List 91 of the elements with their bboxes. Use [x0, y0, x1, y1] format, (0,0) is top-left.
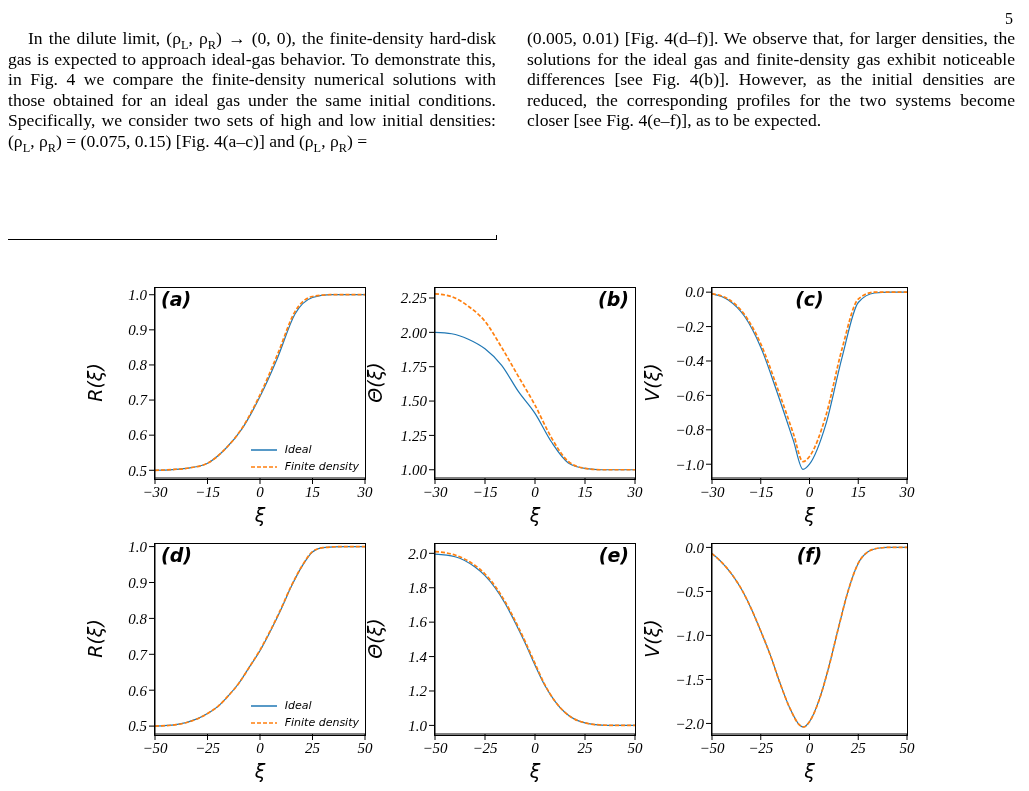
x-tick-label: 0: [531, 739, 540, 756]
legend-label: Ideal: [284, 698, 312, 714]
y-axis-title: R(ξ): [84, 619, 106, 658]
y-tick-label: 1.00: [400, 462, 428, 479]
y-tick-label: 1.2: [408, 683, 428, 700]
y-tick-label: 1.4: [408, 648, 428, 665]
x-tick-label: −50: [422, 739, 449, 756]
x-tick-label: −50: [699, 739, 726, 756]
y-axis-title: V(ξ): [641, 619, 663, 658]
x-tick-label: 50: [357, 739, 373, 756]
x-tick-label: 30: [356, 483, 373, 500]
x-tick-label: −30: [422, 483, 449, 500]
x-tick-label: 25: [305, 739, 321, 756]
y-tick-label: 0.0: [685, 539, 705, 556]
x-tick-label: 50: [627, 739, 643, 756]
x-axis-title: ξ: [803, 504, 816, 526]
legend-label: Finite density: [284, 459, 359, 475]
x-axis-title: ξ: [253, 504, 266, 526]
x-tick-label: 0: [805, 483, 814, 500]
y-tick-label: −0.4: [675, 353, 705, 370]
y-tick-label: −0.2: [675, 318, 705, 335]
y-tick-label: 0.5: [128, 462, 148, 479]
y-tick-label: 2.25: [400, 290, 428, 307]
y-tick-label: 0.8: [128, 610, 148, 627]
text: (0.005, 0.01) [Fig. 4(d–f)]. We observe that, for larger densities, the solutions for the ideal gas and finite-density gas exhibit noticeable differences [see Fig. 4(b)]. However, as the initial densities are reduced, the corresponding profiles for the two systems become closer [see Fig. 4(e–f)], as to be expected.: [527, 28, 1015, 131]
y-tick-label: −2.0: [675, 715, 705, 732]
y-tick-label: 0.5: [128, 718, 148, 735]
x-axis-title: ξ: [803, 760, 816, 782]
chart-title: (d): [161, 544, 192, 566]
y-tick-label: 1.0: [128, 287, 148, 304]
chart-title: (a): [161, 288, 192, 310]
y-axis-title: R(ξ): [84, 363, 106, 402]
y-tick-label: 1.25: [400, 427, 428, 444]
y-axis-title: Θ(ξ): [364, 362, 386, 403]
x-tick-label: −25: [748, 739, 774, 756]
x-tick-label: −50: [142, 739, 169, 756]
x-tick-label: 15: [305, 483, 321, 500]
y-tick-label: −0.6: [675, 387, 705, 404]
y-tick-label: 1.8: [408, 580, 428, 597]
x-tick-label: −25: [472, 739, 499, 756]
y-tick-label: 0.8: [128, 357, 148, 374]
x-tick-label: 50: [899, 739, 915, 756]
legend-label: Finite density: [284, 715, 359, 731]
x-tick-label: 15: [577, 483, 593, 500]
y-tick-label: 1.0: [128, 538, 148, 555]
x-axis-title: ξ: [528, 760, 541, 782]
y-tick-label: 1.75: [400, 359, 428, 376]
y-axis-title: Θ(ξ): [364, 618, 386, 659]
x-tick-label: −15: [472, 483, 499, 500]
y-tick-label: −1.0: [675, 627, 705, 644]
chart-title: (e): [598, 544, 629, 566]
y-tick-label: 0.6: [128, 427, 148, 444]
y-tick-label: 2.00: [400, 324, 428, 341]
y-tick-label: −0.8: [675, 422, 705, 439]
x-tick-label: −30: [142, 483, 169, 500]
text: In the dilute limit, (ρ$_{L}$, ρ$_{R}$) → (0, 0), the finite-density hard-disk gas is expected to approach ideal-gas behavior. To demonstrate this, in Fig. 4 we compare the finite-density numerical solutions with those obtained for an ideal gas under the same initial conditions. Specifically, we consider two sets of high and low initial densities: (ρ$_{L}$, ρ$_{R}$) = (0.075, 0.15) [Fig. 4(a–c)] and (ρ$_{L}$, ρ$_{R}$) =: [8, 28, 496, 155]
x-tick-label: 0: [256, 739, 265, 756]
y-tick-label: 0.9: [128, 574, 148, 591]
x-tick-label: −15: [194, 483, 221, 500]
y-tick-label: 1.6: [408, 614, 428, 631]
y-tick-label: 0.0: [685, 284, 705, 301]
y-tick-label: 2.0: [408, 545, 428, 562]
x-tick-label: 0: [805, 739, 814, 756]
x-tick-label: 0: [256, 483, 265, 500]
x-tick-label: 0: [531, 483, 540, 500]
legend-label: Ideal: [284, 442, 312, 458]
x-tick-label: 25: [850, 739, 867, 756]
x-tick-label: −30: [699, 483, 726, 500]
x-axis-title: ξ: [528, 504, 541, 526]
y-tick-label: 0.7: [128, 646, 149, 663]
y-tick-label: −1.0: [675, 456, 705, 473]
chart-title: (c): [794, 288, 825, 310]
x-tick-label: −15: [748, 483, 774, 500]
y-tick-label: 0.9: [128, 322, 148, 339]
y-tick-label: −0.5: [675, 583, 705, 600]
x-tick-label: 25: [577, 739, 593, 756]
x-tick-label: −25: [194, 739, 221, 756]
y-tick-label: 0.7: [128, 392, 149, 409]
x-tick-label: 30: [626, 483, 643, 500]
text: 5: [1005, 10, 1013, 28]
line-series: [435, 331, 635, 471]
x-tick-label: 30: [898, 483, 915, 500]
y-axis-title: V(ξ): [641, 363, 663, 402]
y-tick-label: −1.5: [675, 671, 705, 688]
x-tick-label: 15: [850, 483, 867, 500]
y-tick-label: 0.6: [128, 682, 148, 699]
chart-title: (f): [795, 544, 824, 566]
x-axis-title: ξ: [253, 760, 266, 782]
chart-title: (b): [598, 288, 629, 310]
y-tick-label: 1.0: [408, 717, 428, 734]
y-tick-label: 1.50: [400, 393, 428, 410]
